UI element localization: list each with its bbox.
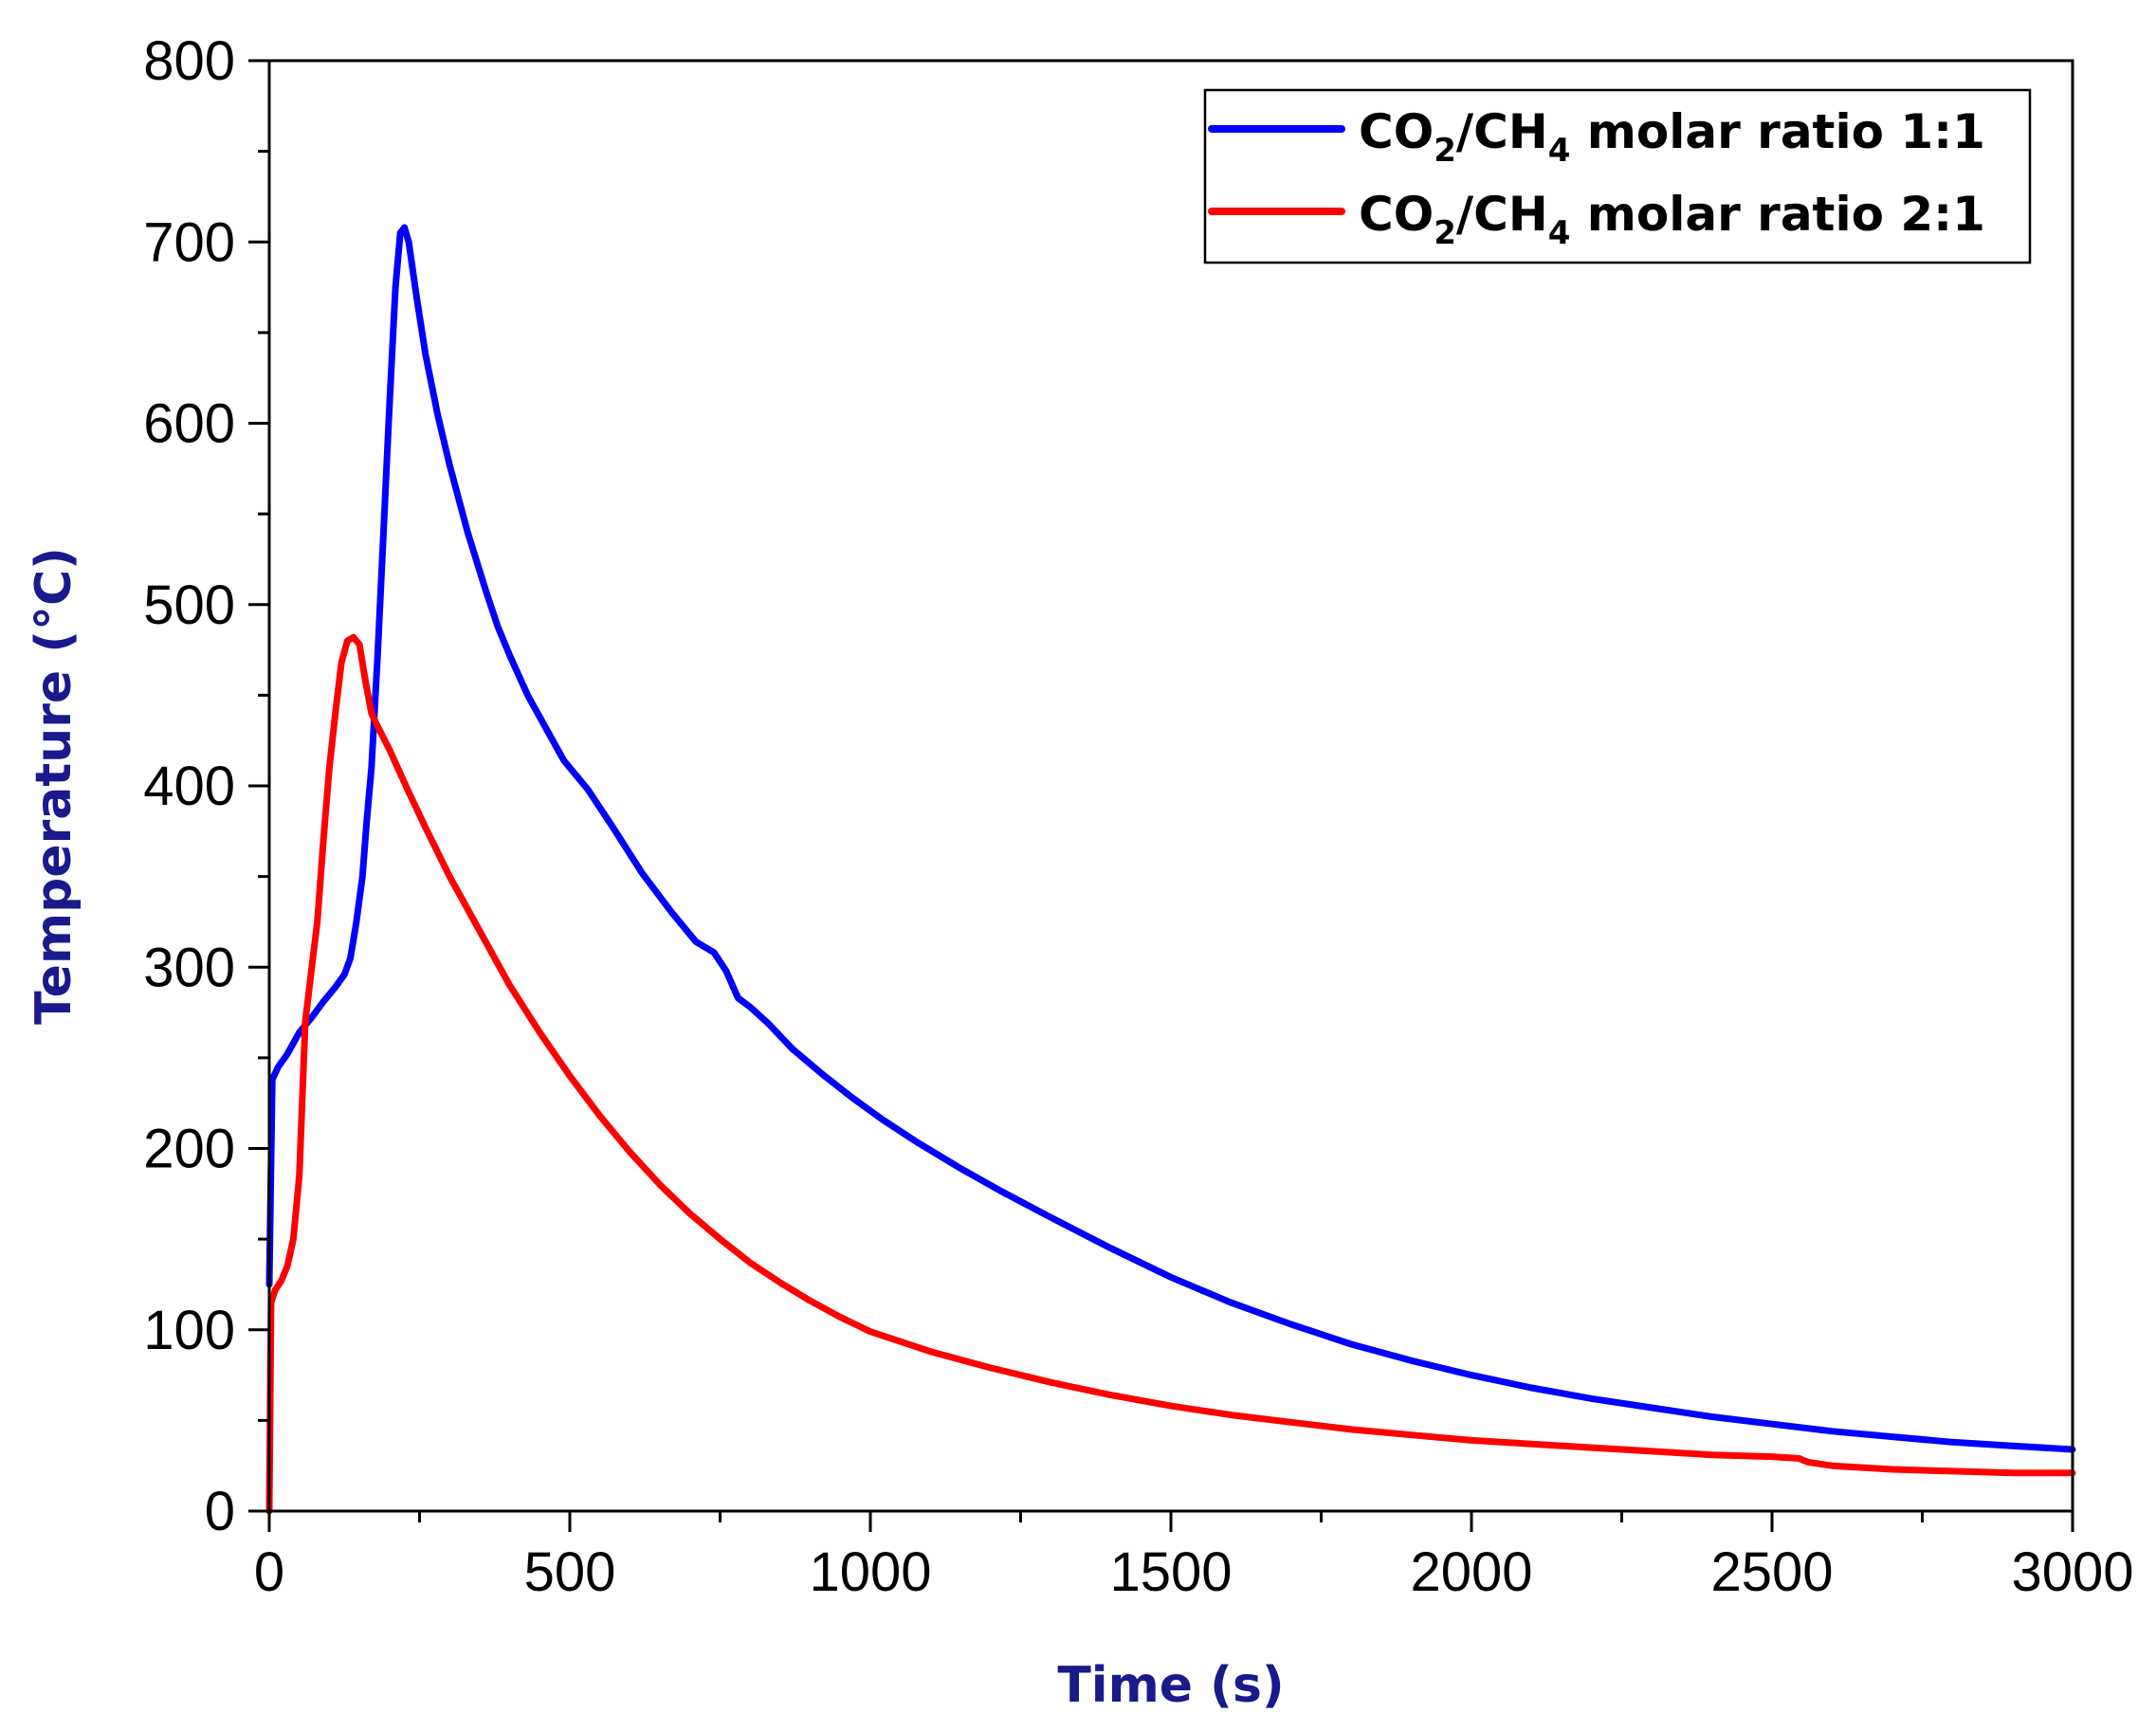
plot-frame (267, 59, 2074, 1513)
y-tick-label: 100 (143, 1300, 235, 1361)
x-tick-label: 1500 (1109, 1541, 1232, 1603)
legend-label-2: CO2/CH4 molar ratio 2:1 (1359, 187, 1985, 252)
series-line-2 (265, 633, 2076, 1515)
x-tick-label: 2000 (1410, 1541, 1532, 1603)
y-tick-label: 700 (143, 211, 235, 273)
x-tick-label: 500 (524, 1541, 616, 1603)
y-tick-label: 400 (143, 756, 235, 817)
legend: CO2/CH4 molar ratio 1:1 CO2/CH4 molar ra… (1203, 88, 2032, 264)
x-tick-label: 0 (254, 1541, 284, 1603)
y-tick-label: 600 (143, 393, 235, 455)
x-tick-label: 3000 (2011, 1541, 2133, 1603)
y-tick-label: 0 (205, 1481, 235, 1542)
x-tick-label: 2500 (1710, 1541, 1833, 1603)
axis-ticks (248, 59, 2074, 1532)
y-axis-title: Temperature (°C) (26, 547, 82, 1025)
x-axis-title: Time (s) (1057, 1657, 1284, 1714)
y-tick-label: 300 (143, 937, 235, 998)
tick-labels: 0 500 1000 1500 2000 2500 3000 0 100 200 300 400 500… (143, 30, 2133, 1603)
y-tick-label: 500 (143, 574, 235, 636)
series-line-1 (265, 224, 2076, 1453)
legend-box (1203, 88, 2032, 264)
series-layer (265, 224, 2076, 1515)
legend-label-1: CO2/CH4 molar ratio 1:1 (1359, 104, 1985, 170)
y-tick-label: 800 (143, 30, 235, 92)
y-tick-label: 200 (143, 1119, 235, 1180)
x-tick-label: 1000 (809, 1541, 931, 1603)
